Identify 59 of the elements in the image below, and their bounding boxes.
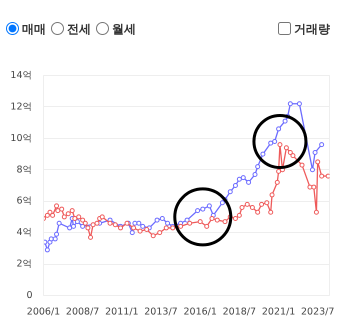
text: 거래량 xyxy=(294,22,330,36)
point xyxy=(268,140,274,146)
text: 전세 xyxy=(67,22,91,36)
text: 월세 xyxy=(112,22,136,36)
y-tick-label: 14억 xyxy=(10,70,33,81)
point xyxy=(165,220,170,226)
y-tick-label: 12억 xyxy=(10,101,33,112)
point xyxy=(206,203,212,208)
point xyxy=(282,118,288,124)
point xyxy=(67,225,72,230)
point xyxy=(44,247,50,252)
point xyxy=(319,142,324,148)
x-tick-label: 2016/1 xyxy=(184,306,217,318)
point xyxy=(140,224,146,229)
y-tick-label: 2억 xyxy=(16,258,33,270)
point xyxy=(56,220,62,226)
point xyxy=(130,230,135,236)
point xyxy=(44,240,48,245)
point xyxy=(52,236,58,242)
x-tick-label: 2008/7 xyxy=(66,306,100,318)
point xyxy=(220,200,225,206)
point xyxy=(312,150,318,155)
x-tick-label: 2018/7 xyxy=(222,306,256,318)
point xyxy=(80,224,86,229)
text: 매매 xyxy=(22,22,46,36)
point xyxy=(160,216,165,221)
x-tick-label: 2013/7 xyxy=(144,306,178,318)
point xyxy=(240,175,246,180)
y-tick-label: 0 xyxy=(26,290,33,301)
point xyxy=(236,176,242,182)
point xyxy=(228,189,233,194)
point xyxy=(232,183,238,188)
y-tick-label: 4억 xyxy=(16,227,33,238)
point xyxy=(260,152,266,157)
point xyxy=(288,101,293,106)
point xyxy=(154,218,160,223)
y-tick-label: 6억 xyxy=(16,196,33,207)
x-tick-label: 2006/1 xyxy=(26,306,60,318)
x-tick-label: 2011/1 xyxy=(105,306,139,318)
point xyxy=(136,220,142,226)
point xyxy=(255,164,260,170)
x-tick-label: 2021/1 xyxy=(262,306,296,318)
point xyxy=(296,101,302,106)
x-tick-label: 2023/7 xyxy=(300,306,334,318)
point xyxy=(74,219,80,224)
point xyxy=(200,206,206,212)
point xyxy=(246,180,252,185)
point xyxy=(70,224,76,229)
point xyxy=(184,218,190,223)
point xyxy=(132,220,138,226)
point xyxy=(272,139,278,144)
y-tick-label: 8억 xyxy=(16,164,33,176)
y-tick-label: 10억 xyxy=(10,132,33,144)
point xyxy=(252,172,258,177)
point xyxy=(54,232,60,237)
point xyxy=(310,167,315,172)
point xyxy=(48,236,54,242)
point xyxy=(195,208,200,214)
point xyxy=(276,126,282,132)
